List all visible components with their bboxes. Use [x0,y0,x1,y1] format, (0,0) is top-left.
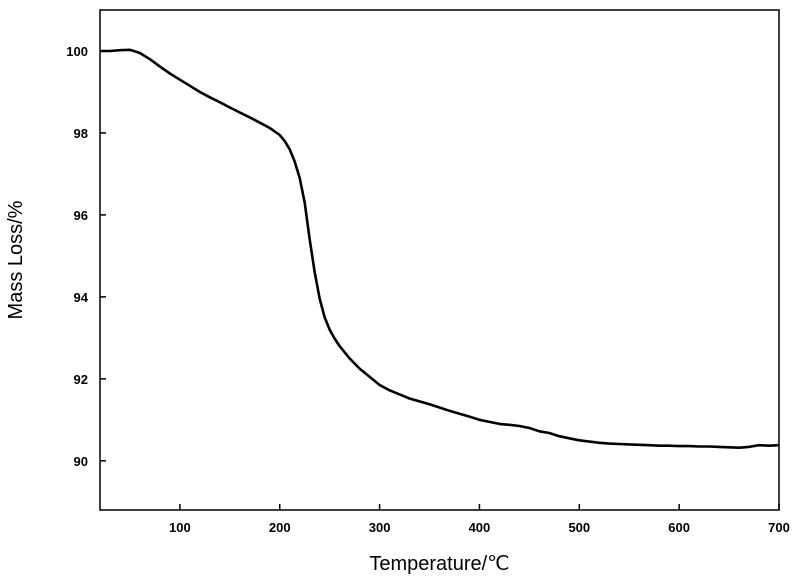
x-tick-label: 100 [169,520,191,535]
x-tick-label: 600 [668,520,690,535]
x-tick-label: 400 [469,520,491,535]
y-tick-label: 96 [74,208,88,223]
mass-loss-curve [100,48,780,449]
x-tick-label: 500 [568,520,590,535]
y-tick-label: 98 [74,126,88,141]
y-tick-label: 90 [74,454,88,469]
x-tick-label: 300 [369,520,391,535]
y-tick-label: 94 [74,290,89,305]
x-axis-ticks: 100 200 300 400 500 600 700 [169,504,790,535]
y-tick-label: 100 [66,44,88,59]
plot-frame [99,9,780,511]
y-tick-label: 92 [74,372,88,387]
x-axis-label: Temperature/℃ [369,553,509,575]
x-tick-label: 700 [768,520,790,535]
y-axis-ticks: 90 92 94 96 98 100 [66,44,106,469]
x-tick-label: 200 [269,520,291,535]
y-axis-label: Mass Loss/% [5,200,27,319]
